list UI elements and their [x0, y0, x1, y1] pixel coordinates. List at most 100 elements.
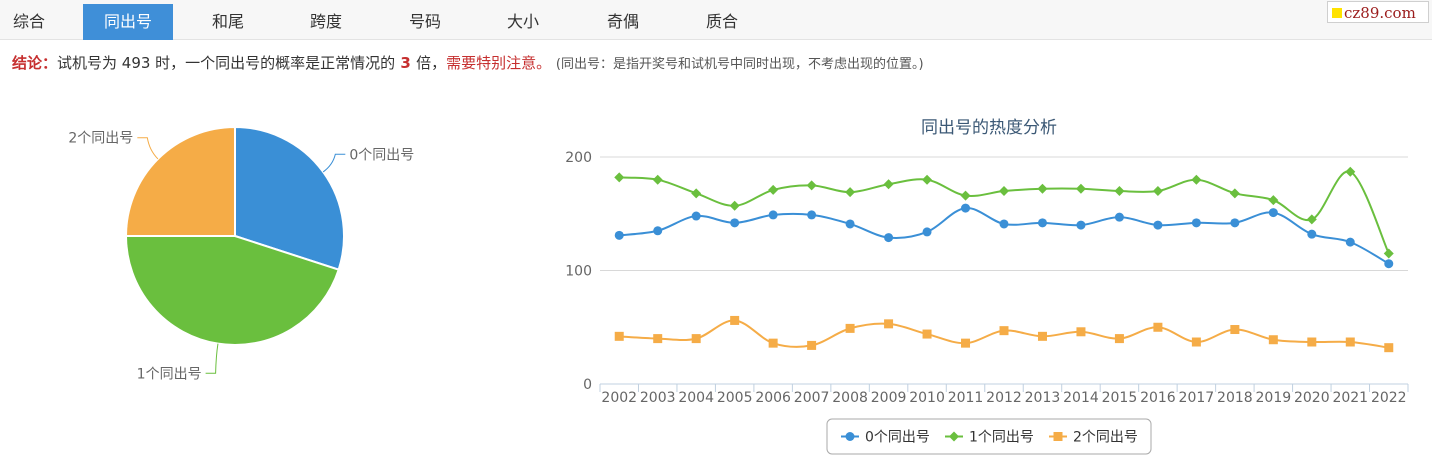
data-point: [1229, 188, 1240, 199]
tab-same-numbers[interactable]: 同出号: [83, 4, 173, 40]
legend-label: 1个同出号: [969, 430, 1034, 446]
data-point: [614, 230, 624, 240]
pie-label: 1个同出号: [137, 366, 202, 382]
data-point: [999, 326, 1009, 336]
y-tick-label: 0: [583, 377, 592, 393]
y-tick-label: 100: [565, 264, 592, 280]
conclusion-text: 试机号为 493 时，一个同出号的概率是正常情况的: [57, 54, 396, 72]
x-tick-label: 2011: [948, 390, 984, 406]
data-point: [922, 174, 933, 185]
data-point: [691, 188, 702, 199]
x-tick-label: 2022: [1371, 390, 1407, 406]
legend-box: [826, 418, 1152, 455]
data-point: [653, 334, 663, 344]
legend-label: 0个同出号: [865, 430, 930, 446]
tab-numbers[interactable]: 号码: [408, 12, 441, 31]
data-point: [1114, 186, 1125, 197]
data-point: [1191, 218, 1201, 228]
site-logo[interactable]: cz89.com: [1327, 1, 1429, 23]
data-point: [1268, 335, 1278, 345]
x-tick-label: 2017: [1179, 390, 1215, 406]
pie-slice: [124, 125, 236, 237]
data-point: [1345, 237, 1355, 247]
tab-overview[interactable]: 综合: [12, 12, 45, 31]
data-point: [730, 315, 740, 325]
legend-marker: [949, 431, 959, 442]
x-tick-label: 2006: [755, 390, 791, 406]
conclusion-definition: (同出号：是指开奖号和试机号中同时出现，不考虑出现的位置。): [555, 57, 924, 72]
tab-big-small[interactable]: 大小: [506, 12, 539, 31]
conclusion-lead: 结论：: [12, 54, 58, 72]
x-tick-label: 2005: [717, 390, 753, 406]
tab-odd-even[interactable]: 奇偶: [606, 12, 639, 31]
x-tick-label: 2013: [1025, 390, 1061, 406]
data-point: [1345, 337, 1355, 347]
pie-label: 0个同出号: [349, 147, 414, 163]
data-point: [1075, 183, 1086, 194]
x-tick-label: 2003: [640, 390, 676, 406]
data-point: [1383, 248, 1394, 259]
legend-label: 2个同出号: [1073, 430, 1138, 446]
data-point: [1268, 208, 1278, 218]
data-point: [614, 331, 624, 341]
data-point: [1114, 334, 1124, 344]
logo-text: cz89.com: [1344, 4, 1416, 22]
x-tick-label: 2008: [832, 390, 868, 406]
x-tick-label: 2014: [1063, 390, 1099, 406]
data-point: [1345, 166, 1356, 177]
data-point: [614, 172, 625, 183]
data-point: [768, 184, 779, 195]
data-point: [845, 323, 855, 333]
data-point: [1037, 183, 1048, 194]
tab-bar: 综合 同出号 和尾 跨度 号码 大小 奇偶 质合 cz89.com: [0, 0, 1432, 40]
conclusion-line: 结论：试机号为 493 时，一个同出号的概率是正常情况的 3 倍，需要特别注意。…: [12, 52, 924, 76]
pie-label-line: [137, 137, 159, 160]
pie-label: 2个同出号: [68, 131, 133, 147]
data-point: [1307, 229, 1317, 239]
data-point: [691, 334, 701, 344]
x-tick-label: 2015: [1102, 390, 1138, 406]
data-point: [1037, 218, 1047, 228]
data-point: [845, 187, 856, 198]
data-point: [1076, 220, 1086, 230]
data-point: [691, 211, 701, 221]
pie-label-line: [205, 343, 219, 374]
data-point: [1384, 343, 1394, 353]
data-point: [652, 174, 663, 185]
x-tick-label: 2004: [678, 390, 714, 406]
legend-marker: [845, 432, 855, 441]
x-tick-label: 2020: [1294, 390, 1330, 406]
data-point: [1384, 259, 1394, 269]
data-point: [960, 190, 971, 201]
data-point: [1230, 325, 1240, 335]
data-point: [1268, 195, 1279, 206]
data-point: [1037, 331, 1047, 341]
logo-square-icon: [1332, 8, 1342, 18]
tab-sum-tail[interactable]: 和尾: [211, 12, 244, 31]
data-point: [1114, 212, 1124, 222]
data-point: [1076, 327, 1086, 337]
data-point: [1191, 174, 1202, 185]
data-point: [884, 233, 894, 243]
x-tick-label: 2012: [986, 390, 1022, 406]
data-point: [922, 227, 932, 237]
tab-prime-composite[interactable]: 质合: [705, 12, 738, 31]
data-point: [768, 338, 778, 348]
data-point: [883, 179, 894, 190]
pie-slice: [234, 125, 345, 271]
data-point: [653, 226, 663, 236]
data-point: [1230, 218, 1240, 228]
tab-span[interactable]: 跨度: [309, 12, 342, 31]
pie-chart: 0个同出号 1个同出号 2个同出号: [68, 125, 414, 382]
data-point: [1191, 337, 1201, 347]
legend-marker: [1053, 432, 1063, 441]
data-point: [884, 319, 894, 329]
data-point: [1153, 322, 1163, 332]
x-tick-label: 2010: [909, 390, 945, 406]
x-tick-label: 2021: [1332, 390, 1368, 406]
data-point: [961, 338, 971, 348]
data-point: [922, 329, 932, 339]
data-point: [1153, 220, 1163, 230]
data-point: [806, 180, 817, 191]
